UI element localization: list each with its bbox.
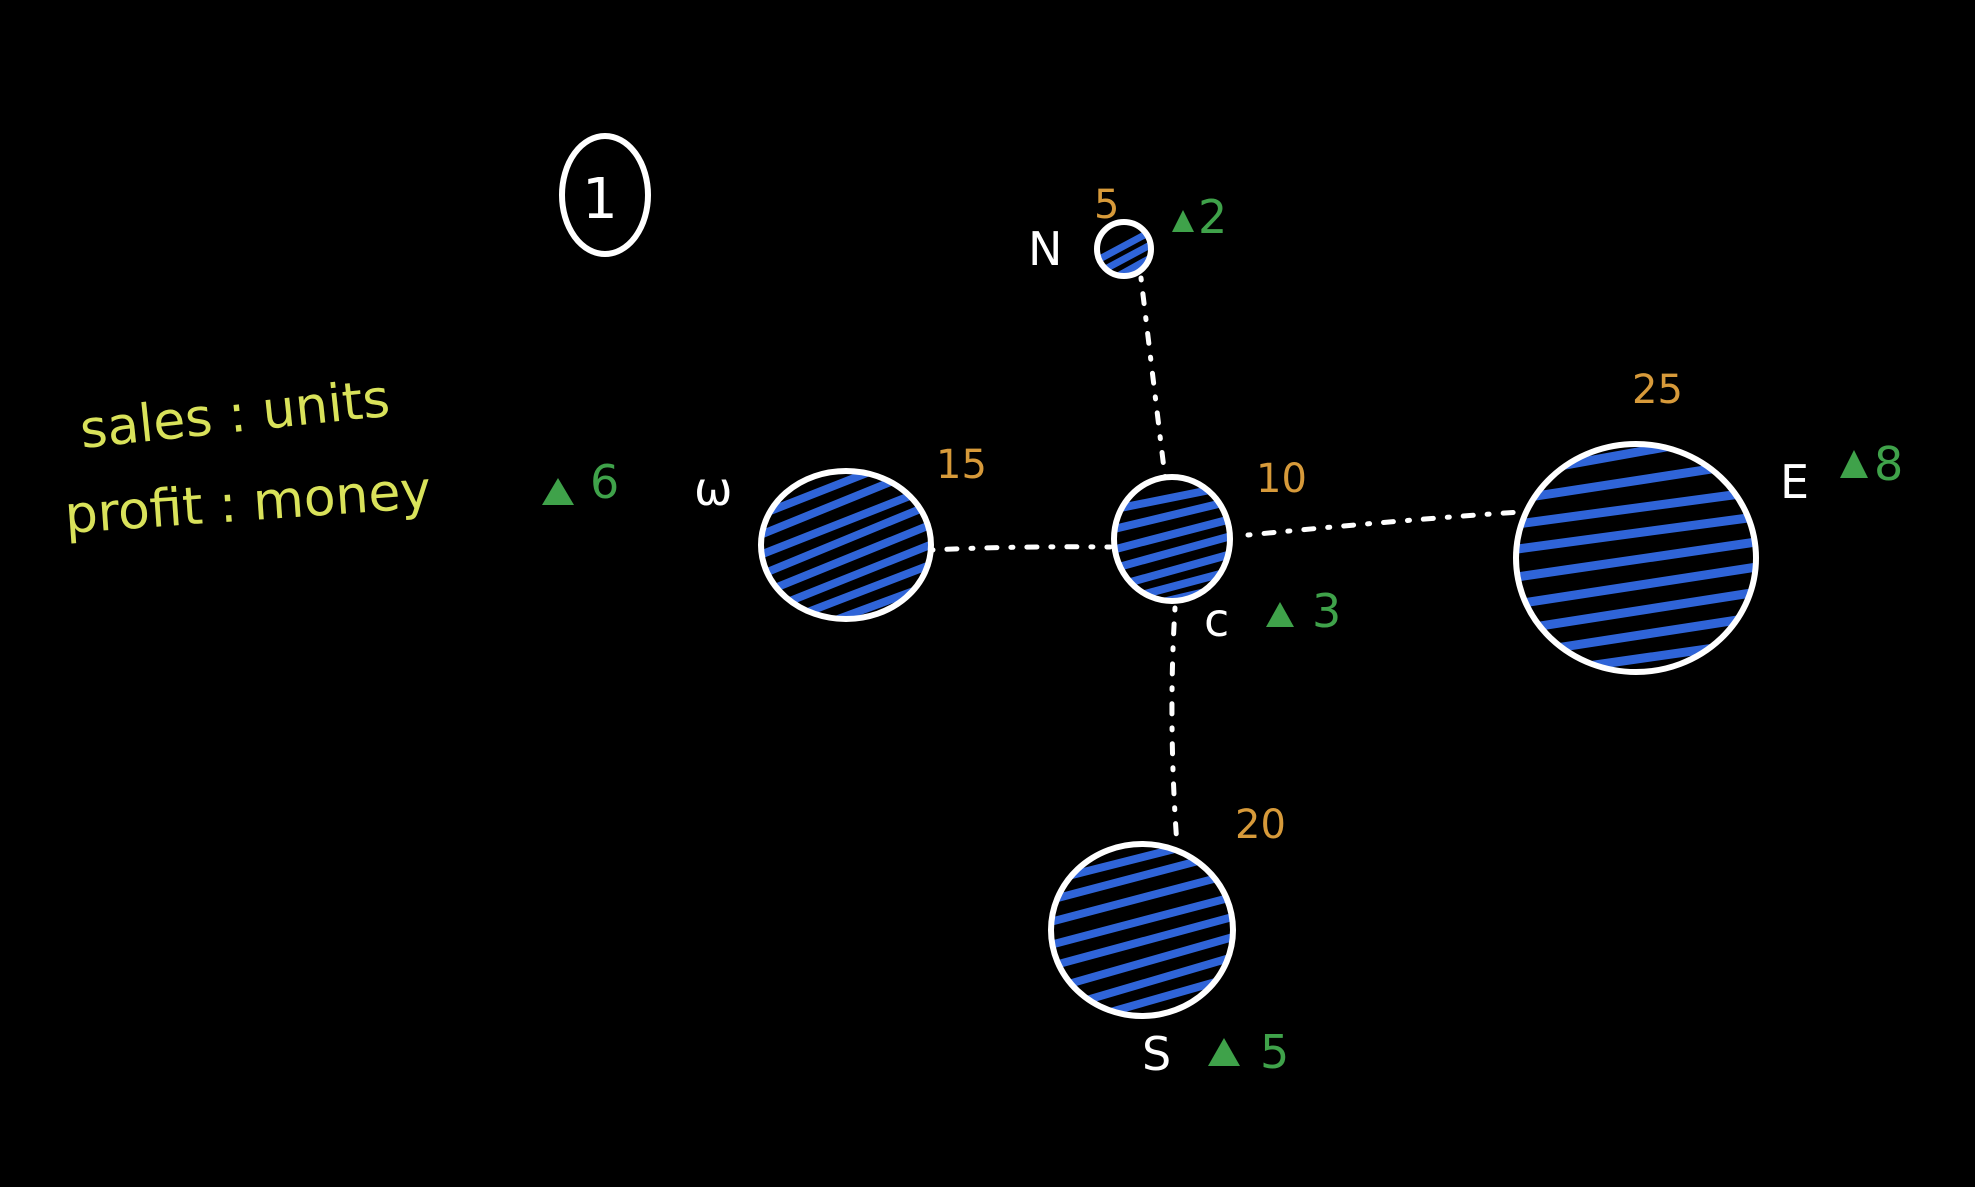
sales-center: 10 xyxy=(1256,456,1307,502)
node-west xyxy=(758,468,934,622)
legend-profit-money: profit : money xyxy=(63,461,433,546)
profit-value-north: 2 xyxy=(1198,190,1227,244)
profit-triangle-icon xyxy=(542,478,574,505)
node-north xyxy=(1094,219,1154,279)
edges xyxy=(928,275,1523,848)
profit-west: 6 xyxy=(542,455,619,509)
profit-north: 2 xyxy=(1172,190,1227,244)
profit-triangle-icon xyxy=(1208,1038,1240,1066)
node-center xyxy=(1111,474,1233,604)
sales-values: 5 15 10 25 20 xyxy=(936,182,1683,848)
diagram-number: 1 xyxy=(582,167,618,232)
profit-triangle-icon xyxy=(1266,602,1294,627)
profit-value-center: 3 xyxy=(1312,584,1341,638)
edge-center-south xyxy=(1169,605,1180,848)
edge-center-north xyxy=(1138,275,1168,480)
legend: sales : units profit : money xyxy=(63,369,433,546)
sales-east: 25 xyxy=(1632,367,1683,413)
sales-south: 20 xyxy=(1235,802,1286,848)
profit-south: 5 xyxy=(1208,1025,1289,1079)
edge-center-east xyxy=(1245,509,1523,538)
sales-north: 5 xyxy=(1094,182,1119,228)
node-label-east: E xyxy=(1780,455,1809,509)
node-south xyxy=(1048,841,1236,1019)
profit-triangle-icon xyxy=(1172,210,1194,232)
legend-sales-units: sales : units xyxy=(77,369,392,461)
profit-value-west: 6 xyxy=(590,455,619,509)
sales-west: 15 xyxy=(936,442,987,488)
node-east xyxy=(1513,441,1759,675)
profit-values: 2 6 3 8 5 xyxy=(542,190,1903,1079)
profit-east: 8 xyxy=(1840,437,1903,491)
diagram-number-badge: 1 xyxy=(559,133,651,257)
edge-center-west xyxy=(928,544,1113,553)
node-label-south: S xyxy=(1142,1027,1171,1081)
node-labels: N ω c E S xyxy=(694,222,1809,1081)
node-label-west: ω xyxy=(694,462,733,516)
profit-triangle-icon xyxy=(1840,450,1868,478)
node-label-center: c xyxy=(1204,593,1229,647)
profit-value-east: 8 xyxy=(1874,437,1903,491)
profit-center: 3 xyxy=(1266,584,1341,638)
profit-value-south: 5 xyxy=(1260,1025,1289,1079)
node-label-north: N xyxy=(1028,222,1062,276)
